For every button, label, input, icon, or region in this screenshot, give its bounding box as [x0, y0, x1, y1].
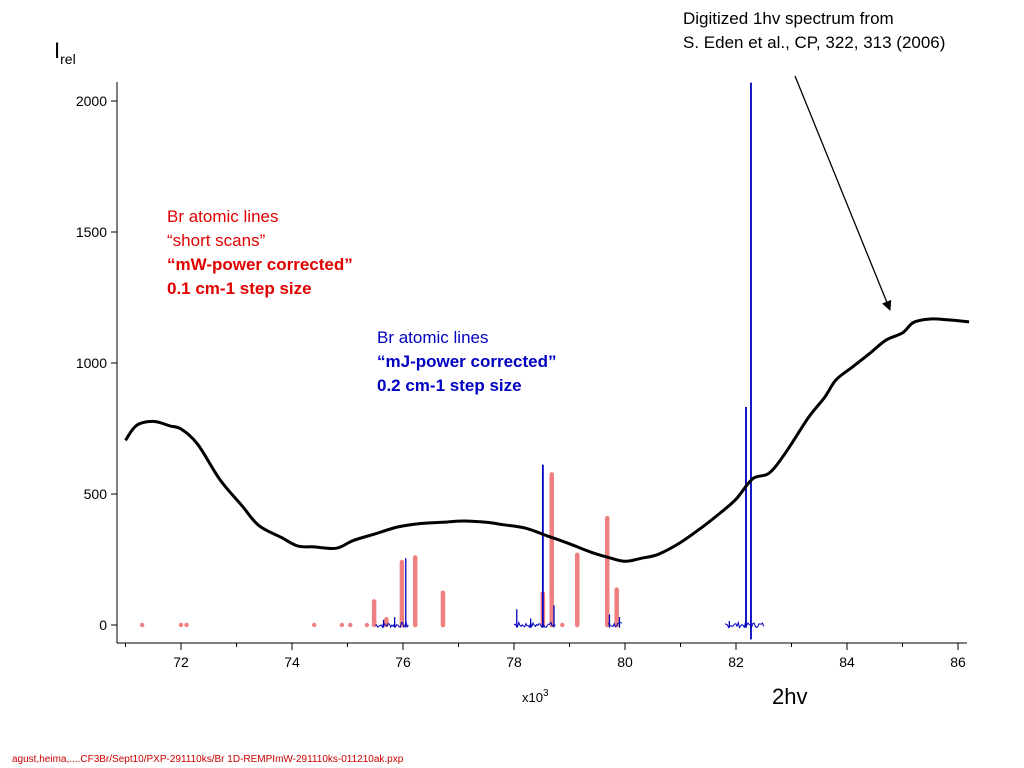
x-extra-label-2hv: 2hv [772, 684, 807, 709]
red-annotation: Br atomic lines “short scans” “mW-power … [167, 207, 353, 298]
x-tick-label-86: 86 [950, 654, 966, 670]
blue-baseline-3 [724, 620, 765, 629]
red-annotation-step: 0.1 cm-1 step size [167, 279, 312, 298]
y-ticks: 0 500 1000 1500 2000 [76, 93, 117, 633]
y-tick-label-500: 500 [84, 486, 108, 502]
x-tick-label-76: 76 [395, 654, 411, 670]
x-tick-label-74: 74 [284, 654, 300, 670]
red-annotation-title: Br atomic lines [167, 207, 278, 226]
y-axis-label-sub: rel [60, 51, 76, 67]
x-tick-label-80: 80 [617, 654, 633, 670]
y-axis-label-main: I [54, 38, 60, 63]
blue-annotation: Br atomic lines “mJ-power corrected” 0.2… [377, 328, 557, 395]
y-tick-label-2000: 2000 [76, 93, 107, 109]
blue-annotation-title: Br atomic lines [377, 328, 488, 347]
footer-file-path: agust,heima,....CF3Br/Sept10/PXP-291110k… [12, 754, 404, 765]
blue-atomic-lines [375, 82, 765, 640]
x-tick-label-82: 82 [728, 654, 744, 670]
red-line-dot-1 [178, 622, 184, 628]
x-ticks: 72 74 76 78 80 82 84 86 [125, 643, 966, 670]
red-line-dot-14 [560, 622, 565, 628]
y-axis-label: Irel [54, 38, 76, 67]
x-tick-label-72: 72 [173, 654, 189, 670]
x-tick-label-84: 84 [839, 654, 855, 670]
blue-annotation-step: 0.2 cm-1 step size [377, 376, 522, 395]
blue-baseline-1 [513, 620, 556, 629]
red-annotation-short-scans: “short scans” [167, 231, 266, 250]
red-line-dot-2 [184, 622, 189, 628]
digitized-arrow [794, 75, 892, 311]
x-multiplier-label: x103 [522, 688, 549, 705]
red-line-dot-0 [139, 622, 145, 628]
red-line-dot-6 [364, 622, 370, 628]
y-tick-label-1000: 1000 [76, 355, 107, 371]
red-line-dot-3 [312, 622, 317, 628]
y-tick-label-1500: 1500 [76, 224, 107, 240]
digitized-label-line2: S. Eden et al., CP, 322, 313 (2006) [683, 33, 945, 52]
y-tick-label-0: 0 [99, 617, 107, 633]
red-line-dot-4 [339, 622, 345, 628]
digitized-1hv-curve [124, 317, 970, 563]
blue-baseline-0 [375, 621, 409, 629]
x-tick-label-78: 78 [506, 654, 522, 670]
digitized-label-line1: Digitized 1hv spectrum from [683, 9, 894, 28]
red-line-dot-5 [348, 622, 353, 628]
red-annotation-power: “mW-power corrected” [167, 255, 353, 274]
red-atomic-lines [139, 472, 619, 628]
blue-annotation-power: “mJ-power corrected” [377, 352, 557, 371]
